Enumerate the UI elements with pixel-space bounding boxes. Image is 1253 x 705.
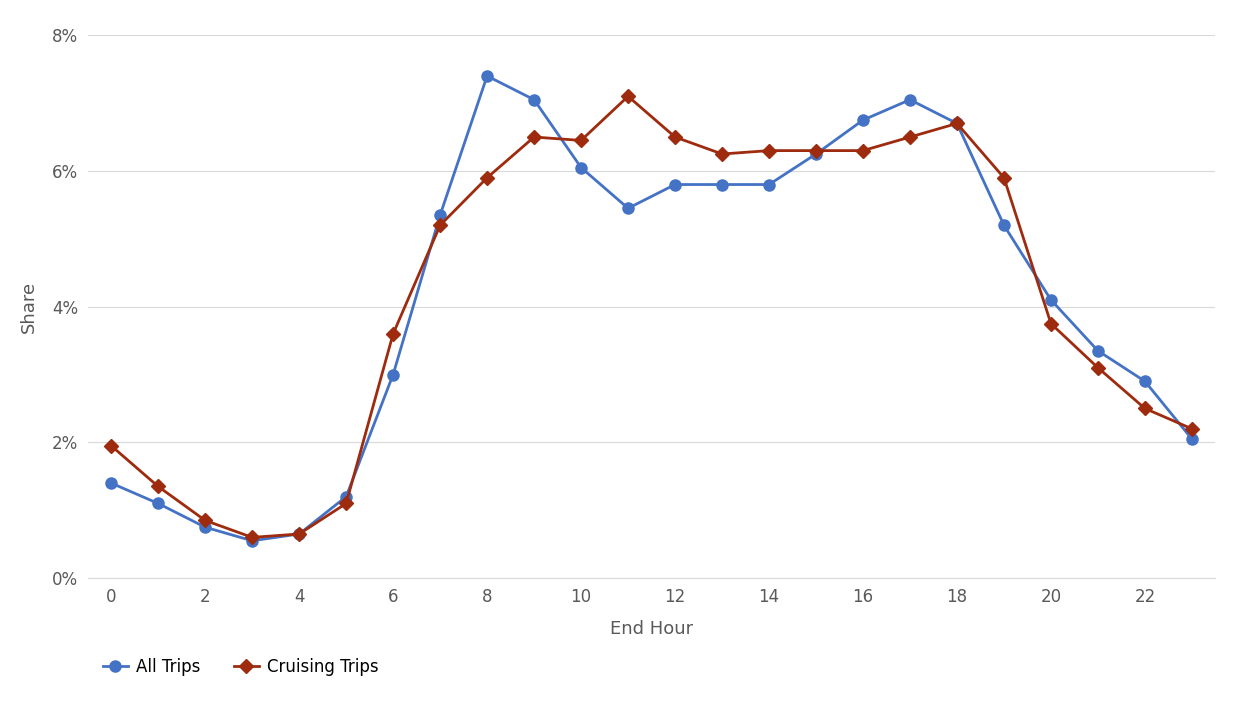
Cruising Trips — [1184, 424, 1199, 433]
All Trips — [996, 221, 1011, 230]
Y-axis label: Share: Share — [20, 281, 38, 333]
All Trips — [432, 211, 447, 219]
Cruising Trips — [856, 147, 871, 155]
Cruising Trips — [432, 221, 447, 230]
Cruising Trips — [1090, 364, 1105, 372]
Cruising Trips — [808, 147, 823, 155]
X-axis label: End Hour: End Hour — [610, 620, 693, 638]
All Trips — [902, 95, 917, 104]
All Trips — [808, 149, 823, 158]
Cruising Trips — [1044, 319, 1059, 328]
All Trips — [668, 180, 683, 189]
Cruising Trips — [996, 173, 1011, 182]
All Trips — [480, 72, 495, 80]
All Trips — [1044, 295, 1059, 304]
All Trips — [1090, 347, 1105, 355]
Cruising Trips — [574, 136, 589, 145]
All Trips — [150, 499, 165, 508]
Cruising Trips — [104, 441, 119, 450]
Legend: All Trips, Cruising Trips: All Trips, Cruising Trips — [96, 651, 386, 683]
All Trips — [386, 370, 401, 379]
All Trips — [104, 479, 119, 487]
Cruising Trips — [1138, 404, 1153, 412]
Cruising Trips — [480, 173, 495, 182]
All Trips — [244, 537, 259, 545]
Cruising Trips — [526, 133, 541, 141]
All Trips — [198, 523, 213, 532]
Cruising Trips — [950, 119, 965, 128]
Line: Cruising Trips: Cruising Trips — [107, 92, 1197, 542]
All Trips — [574, 164, 589, 172]
All Trips — [856, 116, 871, 124]
Cruising Trips — [198, 516, 213, 525]
Cruising Trips — [762, 147, 777, 155]
All Trips — [762, 180, 777, 189]
Cruising Trips — [338, 499, 353, 508]
All Trips — [714, 180, 729, 189]
Cruising Trips — [620, 92, 635, 101]
All Trips — [950, 119, 965, 128]
Cruising Trips — [714, 149, 729, 158]
Cruising Trips — [668, 133, 683, 141]
Cruising Trips — [386, 329, 401, 338]
All Trips — [620, 204, 635, 212]
Cruising Trips — [244, 533, 259, 541]
Cruising Trips — [292, 529, 307, 538]
All Trips — [292, 529, 307, 538]
All Trips — [1138, 377, 1153, 386]
All Trips — [526, 95, 541, 104]
All Trips — [338, 492, 353, 501]
Cruising Trips — [902, 133, 917, 141]
Line: All Trips: All Trips — [105, 70, 1198, 546]
Cruising Trips — [150, 482, 165, 491]
All Trips — [1184, 435, 1199, 443]
